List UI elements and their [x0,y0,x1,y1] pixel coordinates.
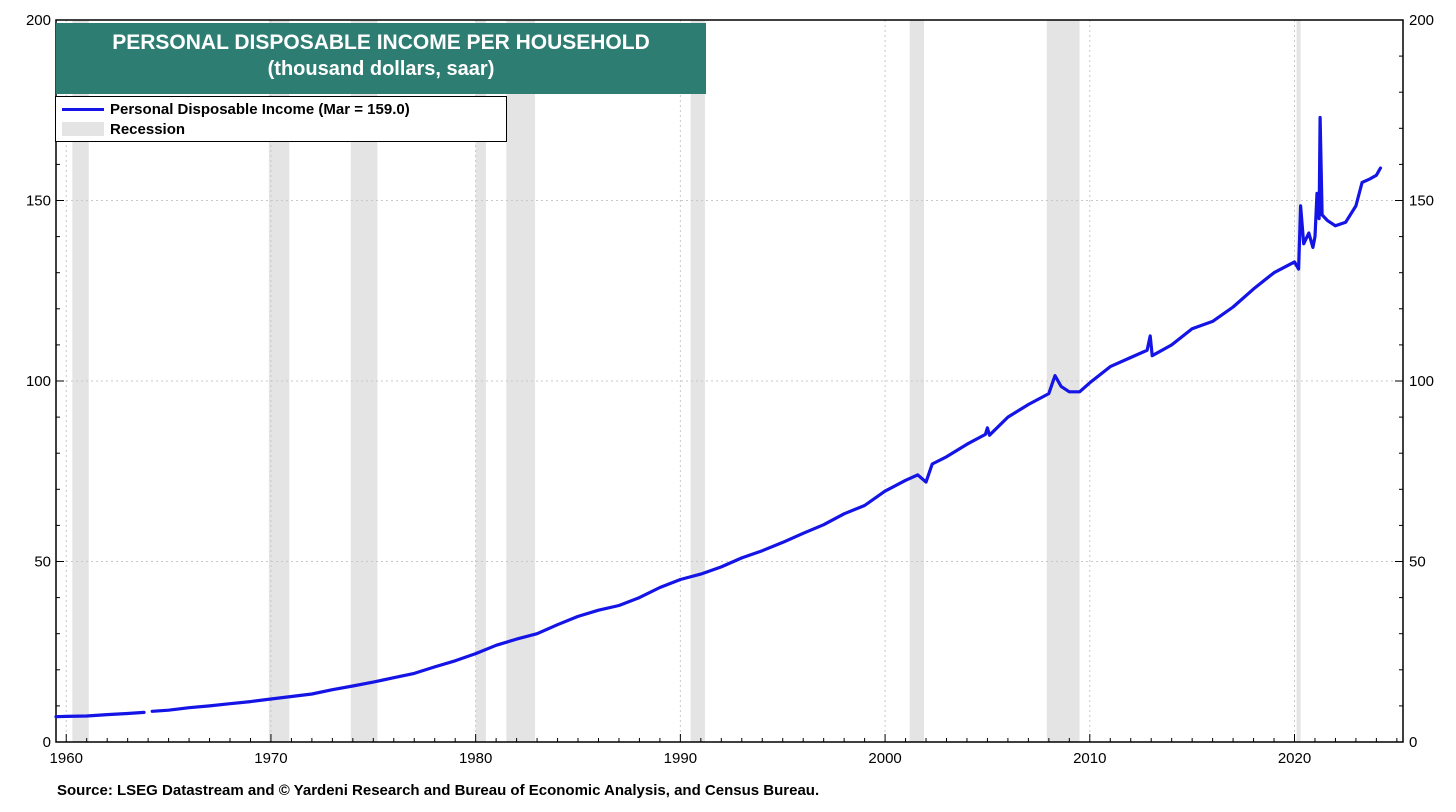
y-tick-label-right-100: 100 [1409,373,1434,390]
recession-band-8 [1296,20,1301,742]
axis-tick-labels: 0 0 50 50 100 100 150 150 200 200 1960 1970 1980 1990… [26,12,1434,767]
x-tick-label-2020: 2020 [1278,750,1311,767]
y-tick-label-right-0: 0 [1409,734,1417,751]
y-tick-label-right-200: 200 [1409,12,1434,29]
chart-subtitle: (thousand dollars, saar) [267,58,495,80]
y-tick-label-left-150: 150 [26,193,51,210]
y-tick-label-right-150: 150 [1409,193,1434,210]
x-tick-label-1960: 1960 [50,750,83,767]
legend-entry-recession: Recession [62,119,185,139]
x-tick-label-2010: 2010 [1073,750,1106,767]
y-tick-label-left-50: 50 [34,554,51,571]
x-tick-label-1970: 1970 [254,750,287,767]
axis-ticks [56,19,1403,743]
x-tick-label-1990: 1990 [664,750,697,767]
y-tick-label-left-200: 200 [26,12,51,29]
chart-title-box: PERSONAL DISPOSABLE INCOME PER HOUSEHOLD… [56,23,706,94]
chart-title: PERSONAL DISPOSABLE INCOME PER HOUSEHOLD [112,31,650,54]
y-tick-label-left-100: 100 [26,373,51,390]
y-tick-label-left-0: 0 [43,734,51,751]
x-tick-label-2000: 2000 [868,750,901,767]
legend-swatch-recession [62,122,104,136]
series-line-0 [54,115,1383,719]
series-lines [54,115,1383,719]
legend-label-income: Personal Disposable Income (Mar = 159.0) [110,100,410,118]
legend-label-recession: Recession [110,120,186,138]
x-tick-label-1980: 1980 [459,750,492,767]
legend-swatch-income [62,107,104,111]
legend: Personal Disposable Income (Mar = 159.0)… [55,96,507,142]
recession-band-1 [268,20,290,742]
recession-band-3 [475,20,486,742]
source-note: Source: LSEG Datastream and © Yardeni Re… [57,782,820,799]
legend-entry-income: Personal Disposable Income (Mar = 159.0) [62,99,410,119]
recession-band-4 [506,20,536,742]
y-tick-label-right-50: 50 [1409,554,1426,571]
